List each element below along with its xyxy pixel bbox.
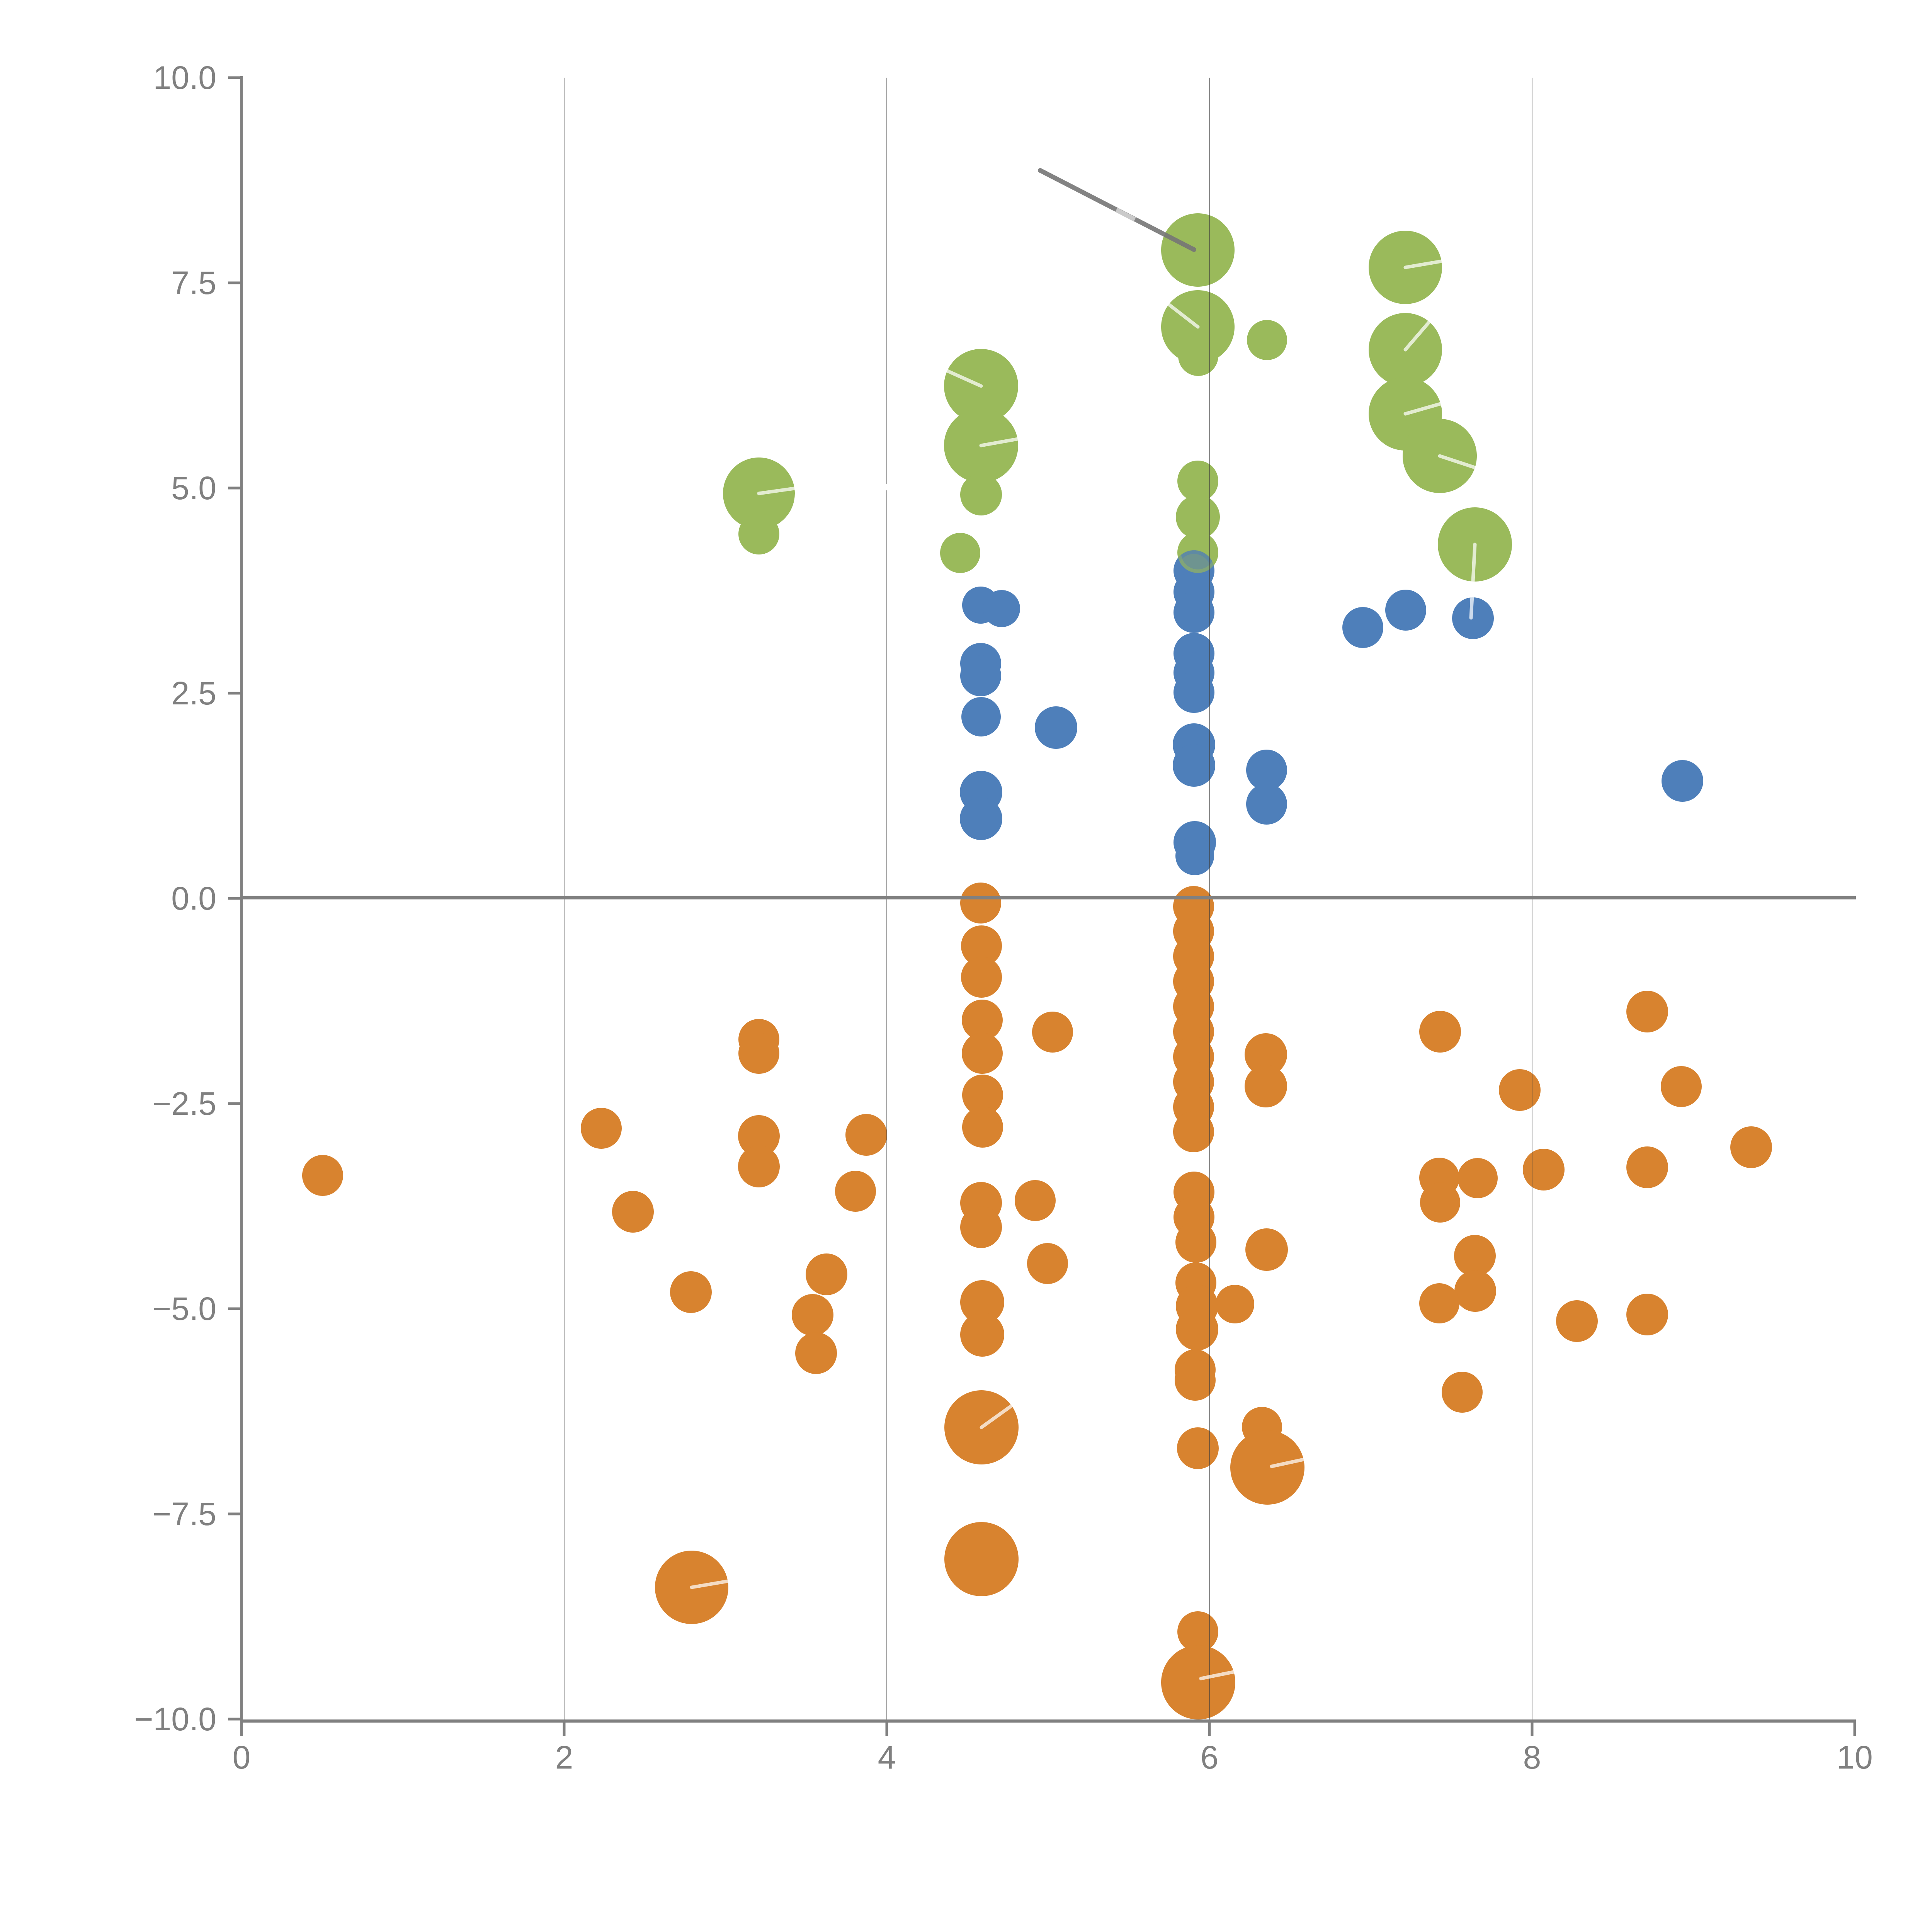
svg-text:5.0: 5.0: [171, 470, 216, 506]
svg-text:−5.0: −5.0: [152, 1291, 216, 1327]
svg-text:−7.5: −7.5: [152, 1496, 216, 1532]
svg-text:7.5: 7.5: [171, 265, 216, 301]
svg-text:8: 8: [1523, 1739, 1541, 1776]
svg-text:−2.5: −2.5: [152, 1085, 216, 1122]
svg-text:4: 4: [878, 1739, 896, 1776]
svg-text:0: 0: [233, 1739, 251, 1776]
svg-text:10: 10: [1837, 1739, 1872, 1776]
svg-text:10.0: 10.0: [153, 60, 217, 96]
svg-text:0.0: 0.0: [171, 880, 216, 917]
svg-text:2.5: 2.5: [171, 675, 216, 711]
svg-text:6: 6: [1201, 1739, 1219, 1776]
svg-text:2: 2: [555, 1739, 573, 1776]
svg-text:−10.0: −10.0: [134, 1701, 216, 1737]
